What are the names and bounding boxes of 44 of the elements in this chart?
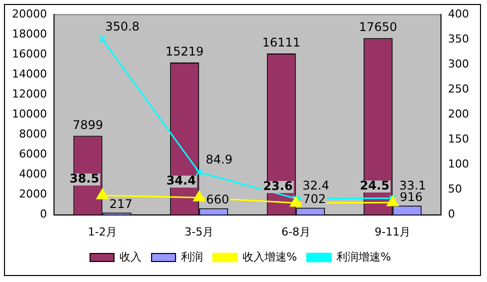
y-tick-label: 10000 bbox=[12, 108, 47, 121]
legend-label: 收入 bbox=[120, 250, 142, 264]
x-tick-label: 6-8月 bbox=[281, 225, 310, 238]
y-tick-label: 14000 bbox=[12, 68, 47, 81]
y-tick-label: 4000 bbox=[18, 168, 47, 181]
data-label: 32.4 bbox=[302, 178, 330, 193]
data-label: 38.5 bbox=[70, 172, 100, 186]
data-label: 23.6 bbox=[263, 179, 293, 194]
legend-label: 利润增速% bbox=[336, 250, 391, 264]
data-label: 33.1 bbox=[399, 178, 426, 192]
y2-tick-label: 50 bbox=[448, 182, 462, 196]
y2-tick-label: 350 bbox=[448, 32, 470, 46]
y2-tick-label: 200 bbox=[448, 108, 470, 121]
x-tick-label: 9-11月 bbox=[374, 225, 411, 238]
y-tick-label: 12000 bbox=[12, 88, 47, 101]
y-tick-label: 18000 bbox=[12, 27, 47, 40]
y2-tick-label: 250 bbox=[448, 82, 470, 96]
data-label: 15219 bbox=[166, 44, 204, 59]
data-label: 17650 bbox=[359, 20, 398, 34]
data-label: 702 bbox=[302, 192, 326, 206]
data-label: 660 bbox=[206, 192, 230, 206]
data-label: 916 bbox=[400, 190, 423, 204]
data-label: 84.9 bbox=[206, 152, 232, 166]
y-tick-label: 6000 bbox=[18, 148, 47, 161]
y-tick-label: 20000 bbox=[12, 7, 47, 20]
y2-tick-label: 300 bbox=[448, 58, 470, 71]
data-label: 217 bbox=[109, 196, 132, 211]
data-label: 34.4 bbox=[166, 174, 196, 188]
data-label: 16111 bbox=[262, 36, 300, 50]
y-tick-label: 0 bbox=[40, 208, 47, 221]
y-tick-label: 8000 bbox=[18, 128, 47, 141]
y-tick-label: 16000 bbox=[12, 48, 47, 60]
legend-label: 收入增速% bbox=[242, 250, 297, 264]
y-tick-label: 2000 bbox=[18, 188, 47, 201]
data-label: 24.5 bbox=[360, 178, 390, 193]
legend-label: 利润 bbox=[181, 250, 204, 264]
y2-tick-label: 400 bbox=[448, 7, 470, 20]
y2-tick-label: 100 bbox=[448, 158, 470, 171]
data-label: 350.8 bbox=[105, 19, 140, 34]
x-tick-label: 3-5月 bbox=[184, 225, 214, 238]
y2-tick-label: 150 bbox=[448, 132, 470, 146]
data-label: 7899 bbox=[72, 118, 104, 132]
y2-tick-label: 0 bbox=[448, 208, 456, 221]
x-tick-label: 1-2月 bbox=[88, 225, 117, 238]
